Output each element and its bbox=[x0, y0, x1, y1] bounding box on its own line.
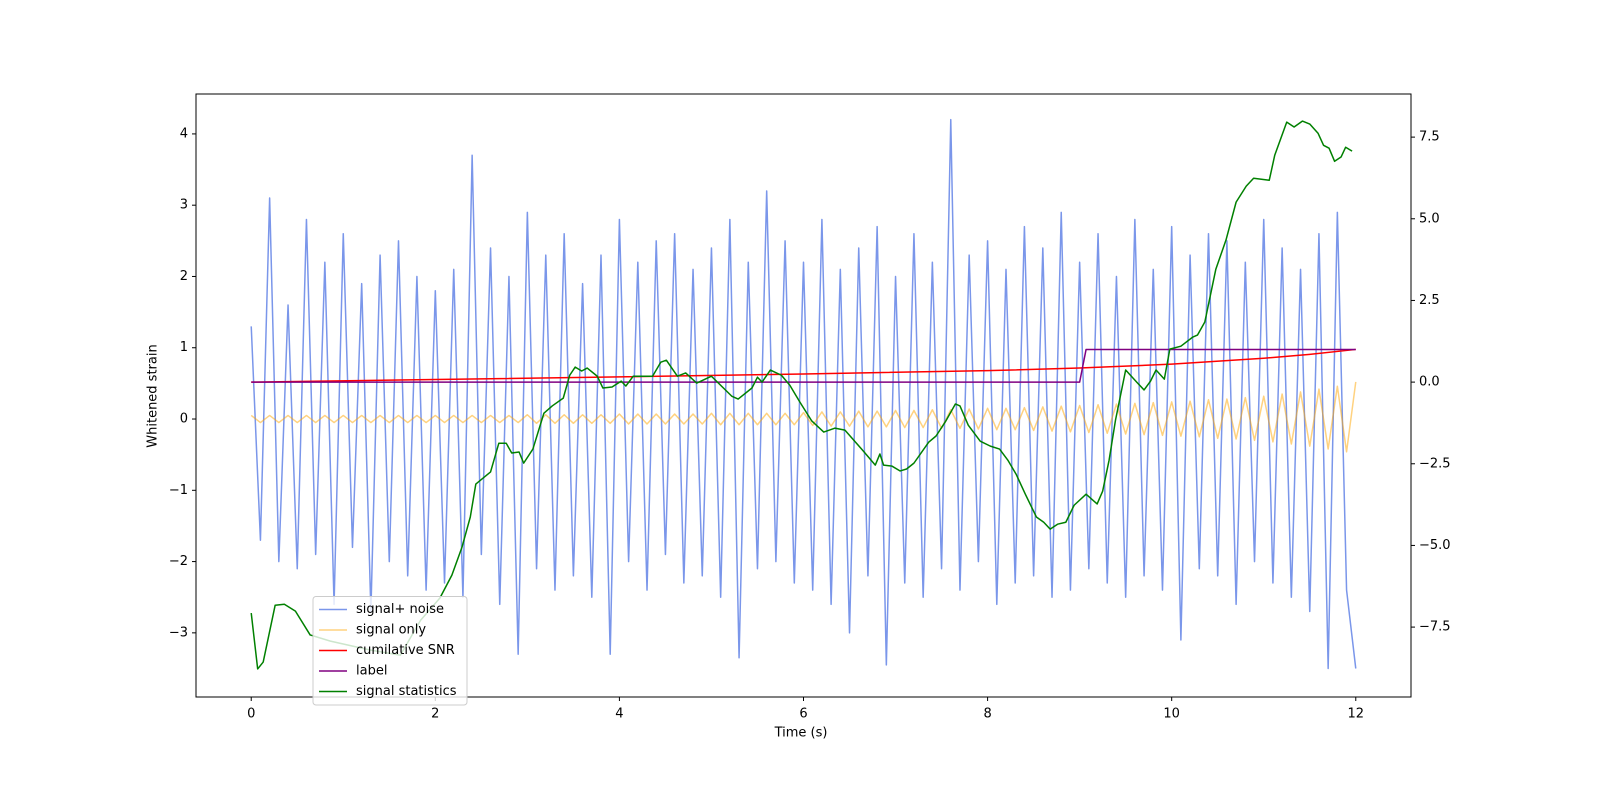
y-axis-label: Whitened strain bbox=[146, 344, 161, 447]
y-tick-label: 2 bbox=[180, 269, 188, 284]
y-tick-label: 4 bbox=[180, 126, 188, 141]
y2-tick-label: 2.5 bbox=[1419, 293, 1440, 308]
x-tick-label: 4 bbox=[615, 707, 623, 722]
legend-label: cumilative SNR bbox=[356, 643, 455, 658]
y2-tick-label: −2.5 bbox=[1419, 456, 1451, 471]
x-tick-label: 12 bbox=[1347, 707, 1364, 722]
x-axis-label: Time (s) bbox=[774, 726, 828, 741]
legend-box bbox=[312, 596, 468, 706]
y2-tick-label: −7.5 bbox=[1419, 620, 1451, 635]
series-line bbox=[251, 348, 1356, 383]
legend-label: signal only bbox=[356, 623, 426, 638]
legend-label: label bbox=[356, 664, 387, 679]
y2-tick-label: 7.5 bbox=[1419, 130, 1440, 145]
series-line bbox=[250, 118, 1357, 670]
legend-label: signal statistics bbox=[356, 684, 457, 699]
x-tick-label: 0 bbox=[247, 707, 255, 722]
y-tick-label: 3 bbox=[180, 198, 188, 213]
series-line bbox=[250, 381, 1357, 453]
y-tick-label: 0 bbox=[180, 412, 188, 427]
y2-tick-label: −5.0 bbox=[1419, 538, 1451, 553]
y-tick-label: −3 bbox=[169, 625, 188, 640]
y2-tick-label: 5.0 bbox=[1419, 211, 1440, 226]
y-tick-label: 1 bbox=[180, 340, 188, 355]
series-line bbox=[251, 348, 1356, 383]
y-tick-label: −1 bbox=[169, 483, 188, 498]
x-tick-label: 2 bbox=[431, 707, 439, 722]
y-tick-label: −2 bbox=[169, 554, 188, 569]
legend: signal+ noise signal only cumilative SNR la… bbox=[312, 596, 468, 706]
plot-area bbox=[250, 118, 1357, 670]
x-tick-label: 6 bbox=[799, 707, 807, 722]
y2-tick-label: 0.0 bbox=[1419, 375, 1440, 390]
legend-label: signal+ noise bbox=[356, 602, 444, 617]
x-tick-label: 10 bbox=[1163, 707, 1180, 722]
x-tick-label: 8 bbox=[983, 707, 991, 722]
series-line bbox=[250, 120, 1353, 670]
